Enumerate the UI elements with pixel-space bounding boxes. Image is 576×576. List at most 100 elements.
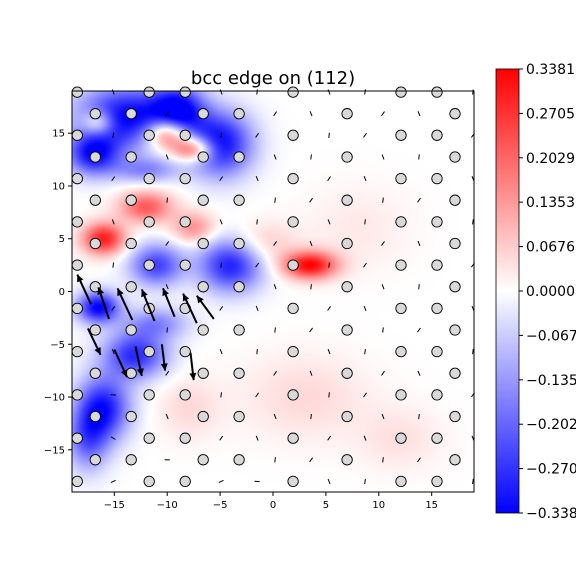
- atom: [197, 454, 209, 466]
- displacement-mark: [381, 154, 385, 160]
- x-tick-label: 5: [323, 500, 329, 511]
- chart-title: bcc edge on (112): [191, 68, 355, 89]
- displacement-arrow: [116, 287, 134, 321]
- atom: [125, 237, 137, 250]
- x-tick-label: 0: [270, 500, 276, 511]
- displacement-mark: [165, 370, 170, 376]
- y-tick-label: −10: [44, 393, 65, 404]
- atom: [89, 237, 101, 250]
- atom: [233, 237, 245, 250]
- atom: [287, 389, 299, 401]
- displacement-mark: [418, 154, 420, 160]
- atom: [449, 194, 461, 206]
- plot-area: −15 −10 −5 0 5 10 15 −15 −10 −5 0 5 10 15: [44, 86, 475, 511]
- displacement-mark: [309, 240, 313, 247]
- atom: [125, 194, 137, 206]
- displacement-mark: [381, 111, 385, 117]
- atom: [287, 302, 299, 315]
- displacement-arrow: [182, 293, 198, 324]
- displacement-mark: [273, 154, 277, 160]
- displacement-arrow: [189, 352, 197, 381]
- atom: [197, 108, 209, 120]
- atom: [287, 432, 299, 444]
- atom: [395, 129, 407, 141]
- atom: [125, 454, 137, 466]
- x-axis: −15 −10 −5 0 5 10 15: [104, 492, 438, 511]
- displacement-mark: [111, 306, 116, 311]
- atom: [395, 345, 407, 358]
- atom: [395, 259, 407, 271]
- y-tick-label: −5: [50, 340, 65, 351]
- atom: [71, 432, 83, 444]
- colorbar-tick-label: 0.3381: [526, 62, 575, 78]
- displacement-mark: [327, 176, 332, 181]
- displacement-arrow: [162, 287, 176, 318]
- displacement-mark: [363, 392, 367, 398]
- atom: [431, 432, 443, 444]
- atom: [179, 172, 191, 185]
- displacement-mark: [274, 327, 276, 333]
- atom: [341, 108, 353, 120]
- y-tick-label: −15: [44, 445, 65, 456]
- displacement-mark: [165, 284, 169, 290]
- displacement-mark: [309, 111, 313, 117]
- displacement-mark: [111, 349, 115, 355]
- atom: [89, 281, 101, 293]
- atom: [143, 475, 155, 488]
- atom: [287, 475, 299, 488]
- x-tick-label: 15: [425, 500, 438, 511]
- atom: [233, 367, 245, 379]
- atom: [143, 389, 155, 401]
- atom: [287, 345, 299, 358]
- atom: [395, 172, 407, 185]
- x-tick-label: −5: [213, 500, 228, 511]
- atom: [143, 345, 155, 358]
- atom-lattice: [71, 86, 475, 488]
- atom: [431, 86, 443, 98]
- atom: [71, 129, 83, 141]
- displacement-mark: [327, 306, 332, 311]
- displacement-mark: [111, 89, 115, 95]
- atom: [449, 237, 461, 250]
- colorbar-tick-label: 0.1353: [526, 195, 575, 211]
- displacement-mark: [472, 89, 474, 95]
- atom: [287, 129, 299, 141]
- atom: [179, 432, 191, 444]
- displacement-mark: [363, 132, 367, 138]
- atom: [71, 216, 83, 228]
- atom: [233, 281, 245, 293]
- displacement-mark: [418, 413, 420, 420]
- displacement-mark: [363, 176, 367, 182]
- displacement-mark: [309, 457, 314, 463]
- displacement-mark: [364, 89, 366, 95]
- atom: [125, 324, 137, 336]
- displacement-mark: [417, 327, 421, 333]
- atom: [143, 432, 155, 444]
- displacement-mark: [219, 306, 224, 311]
- atom: [71, 302, 83, 315]
- atom: [449, 454, 461, 466]
- displacement-mark: [220, 132, 222, 138]
- displacement-mark: [364, 478, 366, 485]
- atom: [431, 216, 443, 228]
- atom: [287, 86, 299, 98]
- displacement-mark: [381, 370, 385, 376]
- displacement-mark: [382, 327, 384, 333]
- displacement-mark: [166, 327, 168, 333]
- atom: [449, 367, 461, 379]
- displacement-arrow: [113, 349, 128, 378]
- displacement-mark: [381, 284, 385, 290]
- displacement-mark: [219, 176, 224, 181]
- atom: [341, 324, 353, 336]
- field-heatmap: [72, 91, 474, 492]
- displacement-mark: [165, 154, 169, 160]
- atom: [89, 194, 101, 206]
- displacement-arrow: [97, 286, 110, 320]
- displacement-mark: [472, 478, 474, 485]
- x-tick-label: −10: [157, 500, 178, 511]
- atom: [395, 302, 407, 315]
- atom: [71, 345, 83, 358]
- atom: [125, 281, 137, 293]
- atom: [125, 410, 137, 423]
